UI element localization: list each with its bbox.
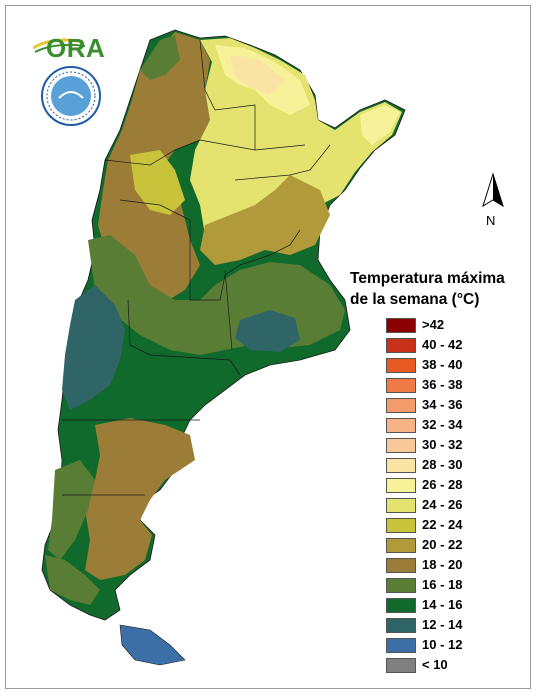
north-label: N: [486, 213, 496, 228]
legend-swatch: [386, 618, 416, 633]
legend-swatch: [386, 438, 416, 453]
legend-swatch: [386, 458, 416, 473]
legend-item: 28 - 30: [386, 457, 536, 473]
legend-item: < 10: [386, 657, 536, 673]
legend-label: 30 - 32: [422, 437, 463, 452]
legend-swatch: [386, 518, 416, 533]
legend-swatch: [386, 418, 416, 433]
legend-item: 16 - 18: [386, 577, 536, 593]
ora-logo: [32, 28, 105, 60]
legend-swatch: [386, 578, 416, 593]
legend-swatch: [386, 658, 416, 673]
legend-swatch: [386, 398, 416, 413]
legend-label: < 10: [422, 657, 448, 672]
legend-item: 10 - 12: [386, 637, 536, 653]
legend-label: 34 - 36: [422, 397, 463, 412]
legend-label: 26 - 28: [422, 477, 463, 492]
legend-item: 18 - 20: [386, 557, 536, 573]
legend-label: 38 - 40: [422, 357, 463, 372]
legend-label: 16 - 18: [422, 577, 463, 592]
legend-swatch: [386, 378, 416, 393]
legend-item: 26 - 28: [386, 477, 536, 493]
legend-swatch: [386, 318, 416, 333]
legend-swatch: [386, 358, 416, 373]
legend-swatch: [386, 338, 416, 353]
legend-item: 22 - 24: [386, 517, 536, 533]
legend-item: 32 - 34: [386, 417, 536, 433]
legend-swatch: [386, 538, 416, 553]
legend-item: 12 - 14: [386, 617, 536, 633]
legend-label: >42: [422, 317, 445, 332]
legend-item: 24 - 26: [386, 497, 536, 513]
legend-swatch: [386, 498, 416, 513]
legend-label: 10 - 12: [422, 637, 463, 652]
legend-label: 20 - 22: [422, 537, 463, 552]
map-frame: [5, 5, 531, 689]
legend-swatch: [386, 478, 416, 493]
legend: Temperatura máxima de la semana (°C) >42…: [350, 268, 530, 673]
smn-seal-icon: [41, 66, 101, 126]
zone-12-14-west: [62, 285, 125, 410]
ora-swoosh-icon: [32, 38, 86, 53]
legend-label: 18 - 20: [422, 557, 463, 572]
legend-label: 28 - 30: [422, 457, 463, 472]
legend-item: 38 - 40: [386, 357, 536, 373]
legend-item: 40 - 42: [386, 337, 536, 353]
legend-swatch: [386, 638, 416, 653]
legend-item: 30 - 32: [386, 437, 536, 453]
north-arrow-icon: [482, 172, 504, 208]
zone-24-26-northeast: [190, 38, 402, 245]
legend-item: 36 - 38: [386, 377, 536, 393]
legend-item: 34 - 36: [386, 397, 536, 413]
legend-item: 14 - 16: [386, 597, 536, 613]
legend-label: 22 - 24: [422, 517, 463, 532]
legend-label: 24 - 26: [422, 497, 463, 512]
legend-item: 20 - 22: [386, 537, 536, 553]
legend-swatch: [386, 598, 416, 613]
legend-label: 32 - 34: [422, 417, 463, 432]
legend-swatch: [386, 558, 416, 573]
legend-label: 14 - 16: [422, 597, 463, 612]
legend-label: 40 - 42: [422, 337, 463, 352]
legend-label: 36 - 38: [422, 377, 463, 392]
ora-logo-text: ORA: [46, 33, 106, 63]
legend-title-line1: Temperatura máxima: [350, 270, 505, 287]
zone-10-12-south: [119, 624, 186, 666]
legend-item: >42: [386, 317, 536, 333]
legend-label: 12 - 14: [422, 617, 463, 632]
legend-title-line2: de la semana (°C): [350, 291, 480, 308]
